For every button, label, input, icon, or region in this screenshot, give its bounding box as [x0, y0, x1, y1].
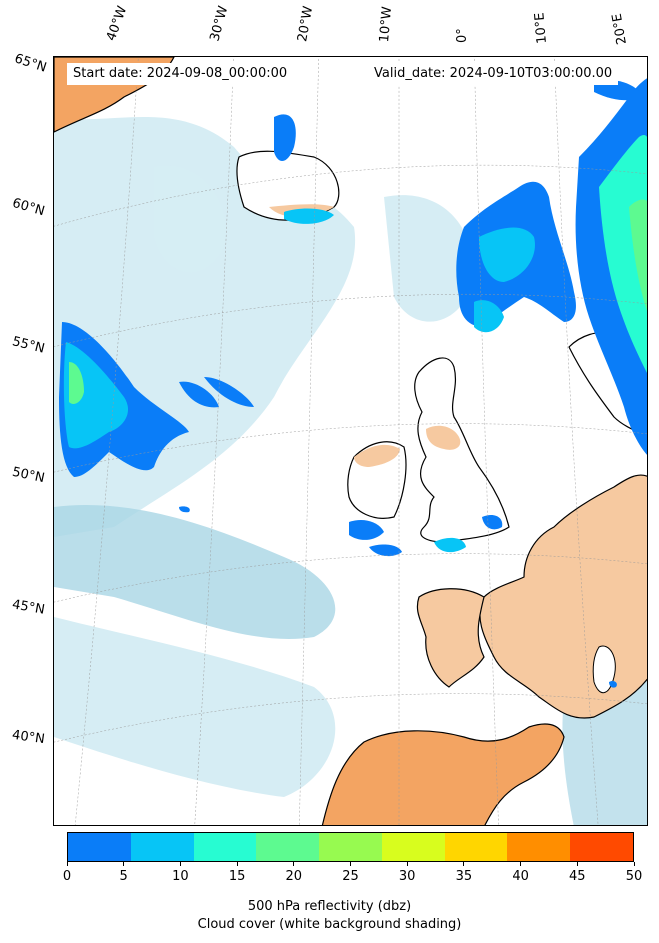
refl-england-east: [482, 515, 503, 530]
sardinia-italy: [592, 645, 616, 694]
cloud-region-southwest: [54, 505, 336, 639]
lat-label-50n: 50°N: [10, 464, 46, 487]
colorbar-tick-1: [123, 862, 125, 866]
colorbar-tick-label-6: 30: [398, 869, 416, 884]
lon-label-10w: 10°W: [377, 5, 396, 43]
refl-northeast-inner: [479, 227, 535, 282]
lon-label-40w: 40°W: [103, 4, 131, 43]
lat-label-55n: 55°N: [10, 334, 47, 357]
colorbar-tick-9: [576, 862, 578, 866]
refl-top-right-blob: [594, 80, 644, 101]
cloud-region-northsea: [384, 195, 474, 322]
colorbar-segment-1: [130, 833, 194, 861]
refl-iceland-south: [284, 208, 334, 224]
refl-spain-dot: [609, 680, 617, 688]
colorbar-segment-2: [193, 833, 257, 861]
colorbar-tick-7: [463, 862, 465, 866]
refl-narrow-band-1: [179, 381, 219, 408]
refl-iceland-plume: [274, 114, 296, 162]
ireland-refl: [354, 444, 400, 467]
lon-label-20e: 20°E: [609, 12, 630, 46]
lat-label-65n: 65°N: [12, 51, 49, 76]
lat-label-40n: 40°N: [11, 727, 46, 748]
colorbar-segment-6: [444, 833, 508, 861]
colorbar-segment-8: [570, 833, 634, 861]
lat-label-60n: 60°N: [10, 195, 47, 220]
colorbar-segment-4: [319, 833, 382, 861]
colorbar-tick-2: [179, 862, 181, 866]
colorbar-segment-3: [256, 833, 320, 861]
colorbar-tick-label-8: 40: [512, 869, 529, 884]
colorbar-tick-6: [406, 862, 408, 866]
colorbar-segment-0: [68, 833, 131, 861]
colorbar-tick-5: [350, 862, 351, 866]
gridline-lon-10e: [554, 57, 599, 825]
refl-far-east-band-core: [629, 199, 647, 312]
colorbar-tick-label-9: 45: [569, 869, 586, 884]
refl-west-band-inner: [63, 342, 129, 449]
colorbar-tick-label-0: 0: [62, 869, 72, 884]
lat-label-45n: 45°N: [10, 597, 46, 618]
lon-label-0: 0°: [455, 28, 470, 43]
gridline-lon-20w: [299, 57, 319, 825]
start-date-label: Start date: 2024-09-08_00:00:00: [67, 63, 294, 85]
colorbar-label-secondary: Cloud cover (white background shading): [197, 917, 462, 932]
colorbar: [67, 832, 634, 862]
lon-label-30w: 30°W: [207, 4, 232, 43]
colorbar-tick-8: [520, 862, 522, 866]
france-west: [416, 588, 485, 688]
gridline-lon-0: [474, 57, 499, 825]
colorbar-tick-label-2: 10: [172, 869, 189, 884]
lon-label-20w: 20°W: [295, 5, 317, 44]
gridline-lon-30w: [194, 57, 234, 825]
colorbar-label-primary: 500 hPa reflectivity (dbz): [247, 899, 412, 914]
refl-narrow-band-2: [204, 377, 254, 407]
colorbar-tick-label-3: 15: [228, 869, 246, 884]
colorbar-tick-0: [66, 862, 68, 866]
colorbar-tick-label-10: 50: [625, 869, 643, 884]
refl-far-east-band-mid: [599, 135, 647, 373]
refl-west-band-core: [69, 362, 84, 404]
cloud-region-south: [54, 617, 336, 797]
refl-small-dot: [179, 506, 190, 513]
gridline-lat-55: [54, 293, 647, 348]
cloud-region-swirl: [154, 165, 226, 273]
gridline-lon-40w: [74, 57, 139, 825]
gridline-lat-45: [54, 553, 647, 603]
colorbar-tick-label-1: 5: [119, 869, 128, 884]
reflectivity-contours: [59, 78, 647, 688]
map-frame: [53, 56, 648, 826]
colorbar-tick-3: [236, 862, 238, 866]
gridline-lat-40: [54, 693, 647, 743]
colorbar-segment-5: [381, 833, 445, 861]
refl-ireland-sw-2: [369, 544, 402, 557]
colorbar-tick-label-5: 25: [342, 869, 359, 884]
gridline-lat-60: [54, 164, 647, 227]
colorbar-segment-7: [507, 833, 571, 861]
graticule: [54, 57, 647, 825]
valid-date-label: Valid_date: 2024-09-10T03:00:00.00: [368, 63, 619, 85]
gridline-lat-50: [54, 423, 647, 473]
refl-ireland-sw: [349, 520, 384, 540]
great-britain: [414, 357, 510, 543]
map-canvas: [54, 57, 647, 825]
refl-channel: [434, 537, 466, 553]
colorbar-tick-10: [633, 862, 635, 866]
lon-label-10e: 10°E: [532, 11, 550, 45]
colorbar-tick-4: [293, 862, 295, 866]
colorbar-tick-label-4: 20: [285, 869, 303, 884]
continental-europe: [479, 474, 647, 719]
colorbar-tick-label-7: 35: [455, 869, 473, 884]
iberia: [321, 723, 565, 825]
gb-refl: [426, 425, 461, 450]
